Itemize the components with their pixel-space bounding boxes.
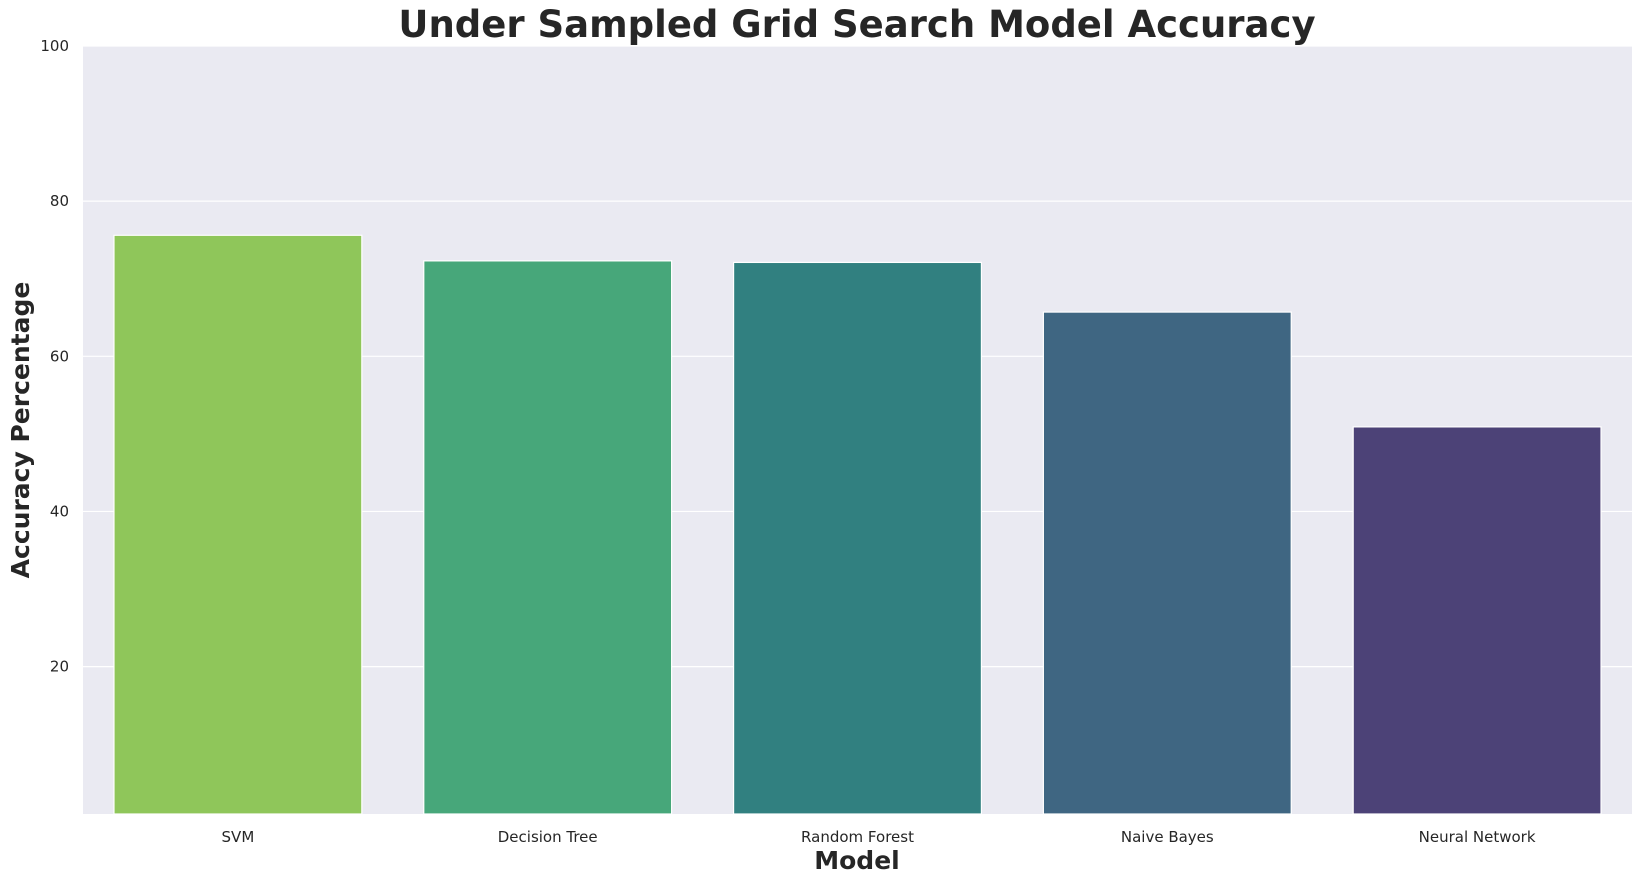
x-axis-label: Model (814, 846, 899, 875)
y-tick-label: 60 (50, 347, 69, 365)
bars (113, 234, 1602, 815)
x-tick-label: Neural Network (1419, 828, 1536, 846)
bar-random-forest (732, 261, 983, 815)
y-tick-label: 20 (50, 658, 69, 676)
bar-decision-tree (423, 260, 673, 815)
x-tick-label: Naive Bayes (1121, 828, 1214, 846)
x-tick-label: Decision Tree (498, 828, 598, 846)
chart-title: Under Sampled Grid Search Model Accuracy (398, 3, 1315, 46)
bar-svm (113, 234, 363, 815)
bar-naive-bayes (1042, 311, 1292, 815)
bar-neural-network (1352, 426, 1602, 815)
y-tick-label: 100 (40, 37, 69, 55)
x-tick-label: SVM (222, 828, 255, 846)
x-axis-ticks: SVM Decision Tree Random Forest Naive Bayes… (222, 828, 1536, 846)
y-axis-label: Accuracy Percentage (6, 282, 35, 579)
y-tick-label: 40 (50, 502, 69, 520)
x-tick-label: Random Forest (801, 828, 914, 846)
y-tick-label: 80 (50, 192, 69, 210)
y-axis-ticks: 20 40 60 80 100 (40, 37, 69, 676)
